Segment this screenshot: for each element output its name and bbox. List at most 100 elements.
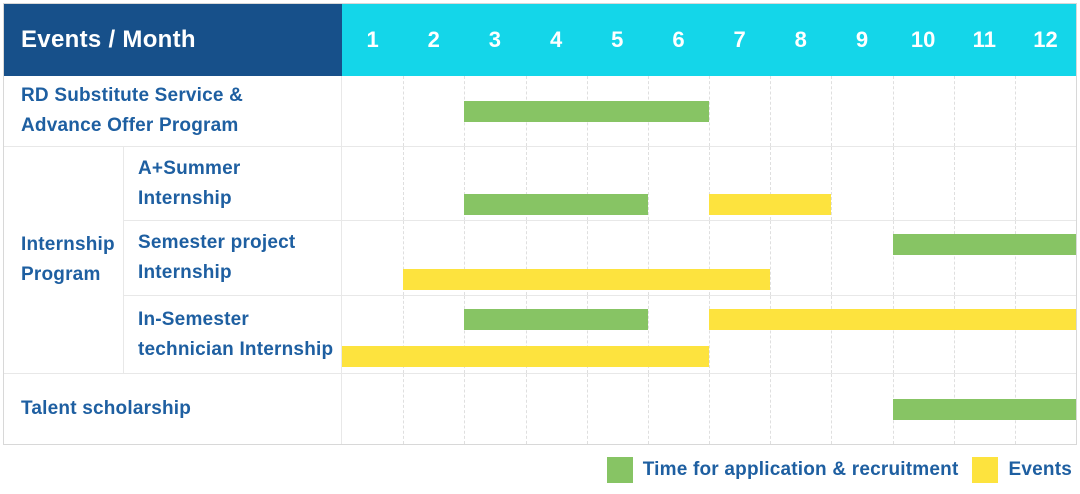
row-label-rd-substitute: RD Substitute Service & Advance Offer Pr… bbox=[4, 76, 342, 146]
event-period-bar bbox=[709, 309, 1076, 331]
month-gridline bbox=[709, 76, 710, 146]
group-label-internship-program: Internship Program bbox=[4, 147, 124, 373]
chart-row-talent-scholarship bbox=[342, 374, 1076, 444]
month-gridline bbox=[831, 374, 833, 444]
month-gridline bbox=[770, 76, 772, 146]
month-gridline bbox=[770, 296, 772, 373]
row-label-line: technician Internship bbox=[138, 338, 334, 360]
month-gridline bbox=[953, 221, 955, 295]
month-header-10: 10 bbox=[910, 27, 936, 52]
month-gridline bbox=[586, 374, 588, 444]
month-gridline bbox=[770, 221, 772, 295]
legend-item-application: Time for application & recruitment bbox=[606, 456, 959, 483]
group-label-line: Internship bbox=[21, 234, 115, 255]
row-label-talent-scholarship: Talent scholarship bbox=[4, 374, 342, 444]
month-gridline bbox=[464, 221, 466, 295]
month-gridline bbox=[831, 76, 833, 146]
month-gridline bbox=[647, 296, 649, 373]
month-gridline bbox=[953, 76, 955, 146]
month-gridline bbox=[525, 296, 527, 373]
legend-swatch-event bbox=[972, 456, 999, 483]
table-row: RD Substitute Service & Advance Offer Pr… bbox=[4, 76, 1076, 146]
legend-label: Events bbox=[1008, 458, 1072, 480]
month-gridline bbox=[464, 374, 466, 444]
row-label-line: In-Semester bbox=[138, 308, 249, 330]
row-label-a-summer-internship: A+Summer Internship bbox=[124, 147, 342, 220]
application-period-bar bbox=[892, 233, 1076, 255]
table-header-row: Events / Month 1 2 3 4 5 6 7 8 9 10 11 12 bbox=[4, 4, 1076, 76]
month-gridline bbox=[709, 221, 710, 295]
month-gridline bbox=[525, 374, 527, 444]
month-gridline bbox=[464, 296, 466, 373]
month-header-5: 5 bbox=[611, 27, 624, 52]
month-gridline bbox=[586, 147, 588, 220]
month-gridline bbox=[1014, 147, 1016, 220]
month-gridline bbox=[403, 296, 405, 373]
month-gridline bbox=[892, 76, 894, 146]
application-period-bar bbox=[892, 399, 1076, 420]
table-title: Events / Month bbox=[21, 26, 196, 53]
legend-label: Time for application & recruitment bbox=[642, 458, 959, 480]
month-header-9: 9 bbox=[855, 27, 869, 52]
table-row: Talent scholarship bbox=[4, 373, 1076, 444]
row-label-line: RD Substitute Service & bbox=[21, 85, 244, 106]
month-gridline bbox=[403, 147, 405, 220]
month-header-12: 12 bbox=[1033, 27, 1058, 52]
row-label-line: Advance Offer Program bbox=[21, 115, 239, 136]
month-gridline bbox=[831, 221, 833, 295]
chart-row-in-semester-technician-internship bbox=[342, 296, 1076, 373]
month-gridline bbox=[647, 374, 649, 444]
legend: Time for application & recruitment Events bbox=[0, 445, 1080, 494]
month-gridline bbox=[403, 221, 405, 295]
month-gridline bbox=[953, 296, 955, 373]
month-gridline bbox=[1014, 221, 1016, 295]
row-label-in-semester-technician-internship: In-Semester technician Internship bbox=[124, 296, 342, 373]
month-gridline bbox=[831, 296, 833, 373]
internship-program-group: Internship Program A+Summer Internship S… bbox=[4, 146, 1076, 373]
month-gridline bbox=[709, 374, 710, 444]
month-gridline bbox=[892, 147, 894, 220]
month-gridline bbox=[647, 147, 649, 220]
month-gridline bbox=[1014, 296, 1016, 373]
group-label-line: Program bbox=[21, 264, 101, 285]
month-header-1: 1 bbox=[366, 27, 379, 52]
legend-item-event: Events bbox=[972, 456, 1072, 483]
month-gridline bbox=[647, 221, 649, 295]
month-gridline bbox=[770, 374, 772, 444]
month-gridline bbox=[525, 147, 527, 220]
row-label-semester-project-internship: Semester project Internship bbox=[124, 221, 342, 295]
chart-row-rd-substitute bbox=[342, 76, 1076, 146]
row-label-line: Internship bbox=[138, 187, 232, 209]
month-gridline bbox=[709, 147, 710, 220]
month-gridline bbox=[709, 296, 710, 373]
month-header-strip: 1 2 3 4 5 6 7 8 9 10 11 12 bbox=[342, 4, 1076, 76]
application-period-bar bbox=[464, 309, 648, 331]
legend-swatch-application bbox=[606, 456, 633, 483]
table-row: A+Summer Internship bbox=[124, 147, 1076, 220]
month-header-7: 7 bbox=[733, 27, 746, 52]
events-month-header-cell: Events / Month bbox=[4, 4, 342, 76]
month-gridline bbox=[464, 147, 466, 220]
chart-row-semester-project-internship bbox=[342, 221, 1076, 295]
row-label-line: Internship bbox=[138, 262, 232, 283]
month-gridline bbox=[403, 76, 405, 146]
month-gridline bbox=[586, 296, 588, 373]
month-gridline bbox=[525, 221, 527, 295]
month-header-11: 11 bbox=[972, 27, 996, 52]
month-header-8: 8 bbox=[794, 27, 807, 52]
month-gridline bbox=[770, 147, 772, 220]
month-gridline bbox=[831, 147, 833, 220]
application-period-bar bbox=[464, 194, 648, 216]
internship-program-subrows: A+Summer Internship Semester project Int… bbox=[124, 147, 1076, 373]
month-gridline bbox=[953, 147, 955, 220]
event-period-bar bbox=[403, 269, 771, 291]
events-month-table: Events / Month 1 2 3 4 5 6 7 8 9 10 11 12 RD Substi… bbox=[3, 3, 1077, 445]
table-row: Semester project Internship bbox=[124, 220, 1076, 295]
row-label-line: Semester project bbox=[138, 232, 296, 253]
row-label-line: Talent scholarship bbox=[21, 398, 192, 419]
event-period-bar bbox=[342, 346, 709, 368]
month-gridline bbox=[1014, 76, 1016, 146]
chart-row-a-summer-internship bbox=[342, 147, 1076, 220]
month-gridline bbox=[892, 221, 894, 295]
